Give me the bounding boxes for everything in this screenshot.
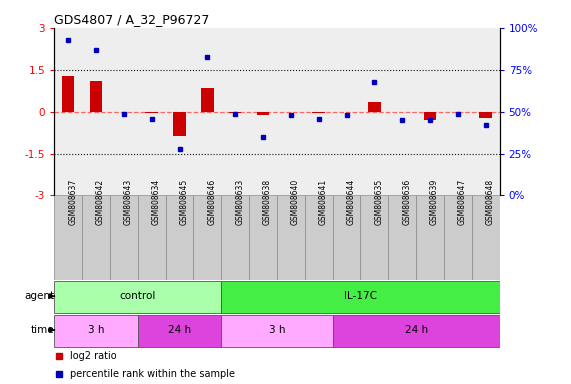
Bar xyxy=(194,195,221,280)
Text: GSM808638: GSM808638 xyxy=(263,179,272,225)
Bar xyxy=(305,195,332,280)
Text: GSM808636: GSM808636 xyxy=(402,179,411,225)
Bar xyxy=(249,195,277,280)
Bar xyxy=(277,195,305,280)
Bar xyxy=(332,315,500,346)
Text: 24 h: 24 h xyxy=(168,325,191,335)
Bar xyxy=(146,112,158,113)
Text: agent: agent xyxy=(24,291,54,301)
Bar xyxy=(388,195,416,280)
Bar xyxy=(257,112,270,115)
Text: percentile rank within the sample: percentile rank within the sample xyxy=(70,369,235,379)
Bar xyxy=(221,281,500,313)
Text: GSM808640: GSM808640 xyxy=(291,179,300,225)
Bar xyxy=(480,112,492,118)
Text: GSM808645: GSM808645 xyxy=(179,179,188,225)
Text: GSM808641: GSM808641 xyxy=(319,179,328,225)
Bar xyxy=(368,102,381,112)
Text: 24 h: 24 h xyxy=(405,325,428,335)
Text: GSM808646: GSM808646 xyxy=(207,179,216,225)
Text: GSM808647: GSM808647 xyxy=(458,179,467,225)
Text: time: time xyxy=(31,325,54,335)
Bar xyxy=(90,81,102,112)
Bar xyxy=(229,112,242,113)
Bar xyxy=(416,195,444,280)
Bar xyxy=(110,195,138,280)
Bar xyxy=(138,315,221,346)
Text: GSM808643: GSM808643 xyxy=(124,179,133,225)
Text: GDS4807 / A_32_P96727: GDS4807 / A_32_P96727 xyxy=(54,13,210,26)
Bar xyxy=(54,315,138,346)
Text: GSM808644: GSM808644 xyxy=(347,179,356,225)
Bar xyxy=(54,281,221,313)
Bar xyxy=(82,195,110,280)
Bar xyxy=(444,195,472,280)
Bar xyxy=(424,112,436,120)
Text: GSM808642: GSM808642 xyxy=(96,179,105,225)
Text: control: control xyxy=(119,291,156,301)
Text: IL-17C: IL-17C xyxy=(344,291,377,301)
Bar xyxy=(201,88,214,112)
Bar xyxy=(312,112,325,113)
Text: GSM808634: GSM808634 xyxy=(152,179,160,225)
Text: GSM808648: GSM808648 xyxy=(486,179,494,225)
Bar xyxy=(62,76,74,112)
Text: GSM808633: GSM808633 xyxy=(235,179,244,225)
Text: 3 h: 3 h xyxy=(269,325,285,335)
Bar xyxy=(360,195,388,280)
Bar xyxy=(173,112,186,136)
Bar xyxy=(472,195,500,280)
Text: GSM808639: GSM808639 xyxy=(430,179,439,225)
Bar xyxy=(166,195,194,280)
Bar xyxy=(54,195,82,280)
Bar xyxy=(332,195,360,280)
Bar xyxy=(221,315,332,346)
Text: 3 h: 3 h xyxy=(88,325,104,335)
Bar xyxy=(138,195,166,280)
Text: GSM808635: GSM808635 xyxy=(375,179,383,225)
Bar xyxy=(221,195,249,280)
Text: GSM808637: GSM808637 xyxy=(68,179,77,225)
Text: log2 ratio: log2 ratio xyxy=(70,351,116,361)
